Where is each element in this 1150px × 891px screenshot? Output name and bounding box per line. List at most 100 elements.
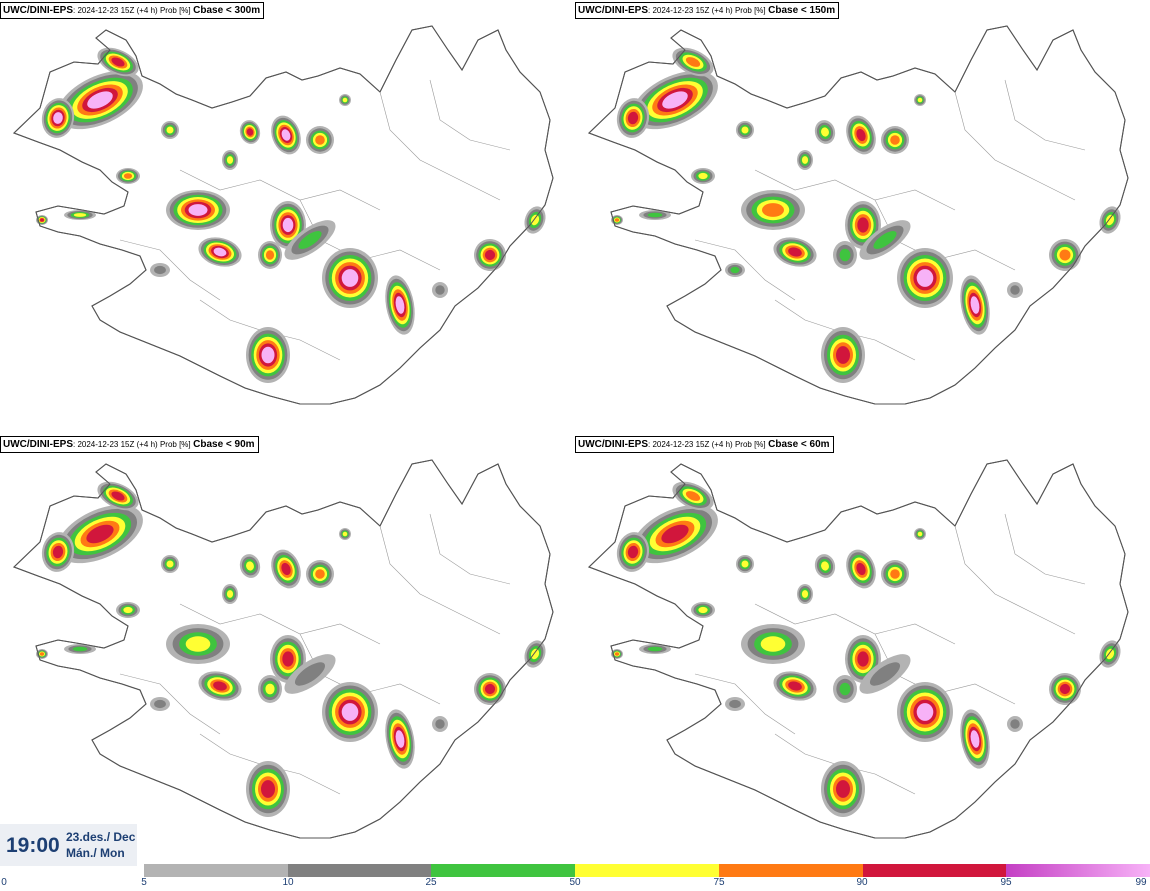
legend-tick: 99 bbox=[1135, 877, 1147, 888]
probability-area bbox=[881, 560, 909, 588]
probability-contour bbox=[341, 703, 359, 721]
map-panel-60m: UWC/DINI-EPS: 2024-12-23 15Z (+4 h) Prob… bbox=[575, 434, 1150, 862]
probability-contour bbox=[39, 652, 45, 656]
panel-title: UWC/DINI-EPS: 2024-12-23 15Z (+4 h) Prob… bbox=[575, 2, 840, 19]
probability-contour bbox=[1010, 285, 1020, 295]
probability-area bbox=[797, 150, 813, 170]
probability-contour bbox=[281, 129, 291, 141]
probability-area bbox=[881, 126, 909, 154]
probability-area bbox=[222, 150, 238, 170]
probability-area bbox=[1099, 206, 1121, 234]
region-boundary bbox=[754, 603, 956, 645]
probability-contour bbox=[917, 531, 923, 537]
probability-contour bbox=[395, 296, 405, 314]
probability-contour bbox=[839, 682, 851, 696]
probability-area bbox=[914, 94, 926, 106]
probability-contour bbox=[698, 172, 708, 180]
panel-title: UWC/DINI-EPS: 2024-12-23 15Z (+4 h) Prob… bbox=[575, 436, 834, 453]
probability-area bbox=[246, 761, 290, 817]
probability-area bbox=[814, 120, 836, 144]
iceland-map-60m bbox=[587, 459, 1129, 839]
probability-area bbox=[524, 640, 546, 668]
probability-area bbox=[691, 168, 715, 184]
probability-contour bbox=[729, 699, 741, 709]
probability-area bbox=[821, 327, 865, 383]
probability-contour bbox=[916, 703, 934, 721]
probability-area bbox=[821, 761, 865, 817]
probability-area bbox=[1099, 640, 1121, 668]
probability-contour bbox=[741, 560, 749, 568]
legend-tick: 75 bbox=[713, 877, 725, 888]
probability-contour bbox=[1105, 648, 1115, 660]
probability-area bbox=[270, 201, 306, 249]
probability-contour bbox=[484, 683, 496, 695]
valid-time: 19:00 bbox=[6, 834, 60, 857]
probability-area bbox=[432, 716, 448, 732]
model-name: UWC/DINI-EPS bbox=[578, 5, 648, 16]
probability-contour bbox=[916, 269, 934, 287]
probability-area bbox=[222, 584, 238, 604]
probability-area bbox=[616, 98, 650, 138]
probability-area bbox=[284, 654, 336, 694]
probability-contour bbox=[395, 730, 405, 748]
legend-swatch-75-90 bbox=[718, 864, 863, 877]
probability-area bbox=[897, 248, 953, 308]
probability-contour bbox=[261, 780, 275, 798]
probability-contour bbox=[484, 249, 496, 261]
probability-contour bbox=[856, 128, 866, 142]
region-boundary bbox=[119, 239, 221, 301]
probability-contour bbox=[265, 683, 275, 695]
probability-contour bbox=[111, 57, 125, 67]
legend-swatch-10-25 bbox=[287, 864, 432, 877]
legend-tick: 25 bbox=[425, 877, 437, 888]
probability-area bbox=[1007, 282, 1023, 298]
probability-area bbox=[632, 504, 718, 564]
probability-contour bbox=[246, 128, 254, 136]
probability-contour bbox=[821, 561, 829, 571]
probability-contour bbox=[265, 250, 275, 260]
probability-contour bbox=[836, 780, 850, 798]
probability-contour bbox=[730, 266, 740, 274]
probability-area bbox=[41, 532, 75, 572]
probability-contour bbox=[341, 269, 359, 287]
iceland-map-150m bbox=[587, 25, 1129, 405]
probability-area bbox=[1007, 716, 1023, 732]
probability-contour bbox=[342, 97, 348, 103]
probability-contour bbox=[315, 569, 325, 579]
probability-area bbox=[166, 624, 230, 664]
valid-time-box: 19:00 23.des./ Dec Mán./ Mon bbox=[0, 824, 137, 866]
probability-contour bbox=[246, 561, 254, 571]
probability-area bbox=[524, 206, 546, 234]
probability-area bbox=[258, 675, 282, 703]
probability-area bbox=[741, 190, 805, 230]
probability-area bbox=[672, 481, 714, 511]
panel-title: UWC/DINI-EPS: 2024-12-23 15Z (+4 h) Prob… bbox=[0, 2, 265, 19]
probability-contour bbox=[614, 652, 620, 656]
probability-area bbox=[322, 248, 378, 308]
probability-area bbox=[914, 528, 926, 540]
probability-area bbox=[198, 671, 242, 701]
probability-contour bbox=[762, 203, 784, 217]
probability-contour bbox=[801, 590, 809, 598]
probability-contour bbox=[662, 91, 688, 109]
legend-swatch-90-95 bbox=[862, 864, 1007, 877]
probability-area bbox=[239, 120, 261, 144]
probability-area bbox=[672, 47, 714, 77]
legend-tick: 50 bbox=[569, 877, 581, 888]
probability-contour bbox=[890, 569, 900, 579]
probability-area bbox=[97, 47, 139, 77]
probability-area bbox=[960, 709, 990, 769]
probability-area bbox=[846, 549, 876, 589]
probability-area bbox=[725, 263, 745, 277]
probability-area bbox=[116, 602, 140, 618]
color-legend: 0 5 10 25 50 75 90 95 99 bbox=[0, 862, 1150, 891]
probability-contour bbox=[315, 135, 325, 145]
coastline-outline bbox=[13, 459, 554, 839]
probability-contour bbox=[788, 247, 802, 257]
region-boundary bbox=[1004, 513, 1086, 585]
probability-contour bbox=[1105, 214, 1115, 226]
probability-contour bbox=[185, 636, 211, 652]
region-boundary bbox=[694, 673, 796, 735]
probability-area bbox=[150, 697, 170, 711]
probability-area bbox=[846, 115, 876, 155]
